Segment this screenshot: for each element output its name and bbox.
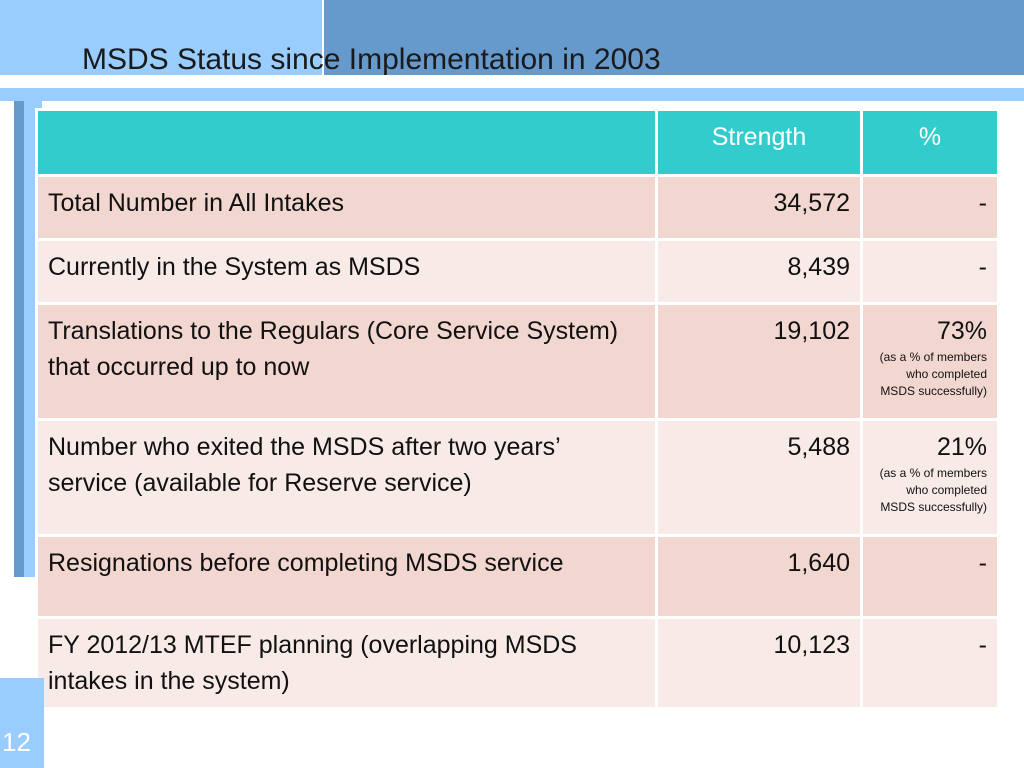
left-accent-bar-dark xyxy=(14,101,24,577)
row-percent-value: - xyxy=(978,549,987,577)
page-number-box xyxy=(0,678,44,768)
table-row: Resignations before completing MSDS serv… xyxy=(35,534,1000,619)
table-row: Number who exited the MSDS after two yea… xyxy=(35,418,1000,537)
row-strength: 8,439 xyxy=(655,238,863,305)
table-row: Total Number in All Intakes 34,572 - xyxy=(35,174,1000,241)
row-percent-note: (as a % of members who completed MSDS su… xyxy=(879,350,987,398)
row-strength: 10,123 xyxy=(655,616,863,710)
row-percent: - xyxy=(860,174,1000,241)
row-percent-value: 73% xyxy=(936,317,987,345)
header-band-dark xyxy=(324,0,1024,75)
row-percent-note: (as a % of members who completed MSDS su… xyxy=(879,466,987,514)
row-percent-value: - xyxy=(978,253,987,281)
row-percent: - xyxy=(860,238,1000,305)
row-label: Total Number in All Intakes xyxy=(35,174,658,241)
header-percent-cell: % xyxy=(860,108,1000,177)
row-label: Number who exited the MSDS after two yea… xyxy=(35,418,658,537)
msds-status-table: Strength % Total Number in All Intakes 3… xyxy=(35,108,1000,710)
row-strength: 1,640 xyxy=(655,534,863,619)
slide-title: MSDS Status since Implementation in 2003 xyxy=(82,43,661,76)
row-percent: 21% (as a % of members who completed MSD… xyxy=(860,418,1000,537)
page-number: 12 xyxy=(2,727,31,757)
row-percent: - xyxy=(860,616,1000,710)
table-row: Currently in the System as MSDS 8,439 - xyxy=(35,238,1000,305)
row-percent: 73% (as a % of members who completed MSD… xyxy=(860,302,1000,421)
header-band-light xyxy=(0,0,322,75)
header-label-cell xyxy=(35,108,658,177)
row-strength: 5,488 xyxy=(655,418,863,537)
row-label: FY 2012/13 MTEF planning (overlapping MS… xyxy=(35,616,658,710)
row-label: Resignations before completing MSDS serv… xyxy=(35,534,658,619)
row-percent-value: 21% xyxy=(936,433,987,461)
row-label: Translations to the Regulars (Core Servi… xyxy=(35,302,658,421)
header-divider-strip xyxy=(0,88,1024,101)
row-percent-value: - xyxy=(978,189,987,217)
row-percent-value: - xyxy=(978,631,987,659)
table-row: Translations to the Regulars (Core Servi… xyxy=(35,302,1000,421)
table-header-row: Strength % xyxy=(35,108,1000,177)
row-strength: 34,572 xyxy=(655,174,863,241)
row-strength: 19,102 xyxy=(655,302,863,421)
header-strength-cell: Strength xyxy=(655,108,863,177)
row-label: Currently in the System as MSDS xyxy=(35,238,658,305)
table-row: FY 2012/13 MTEF planning (overlapping MS… xyxy=(35,616,1000,710)
row-percent: - xyxy=(860,534,1000,619)
